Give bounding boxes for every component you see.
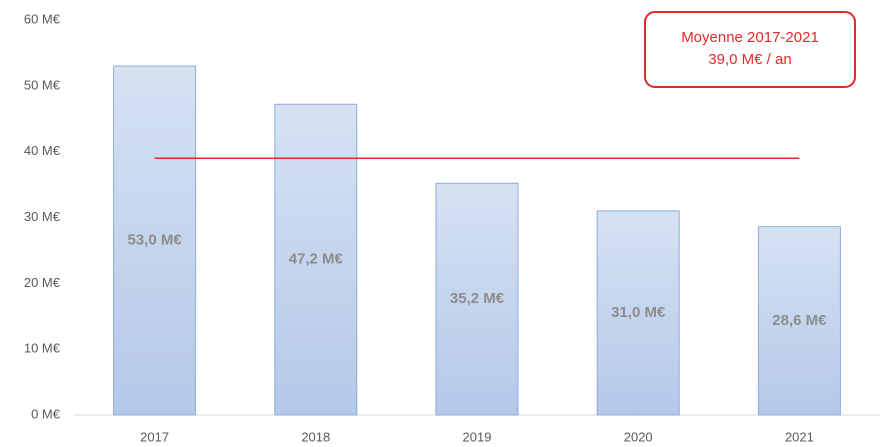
bar (113, 65, 197, 416)
value-label: 31,0 M€ (611, 304, 666, 321)
value-label: 47,2 M€ (289, 251, 344, 268)
y-tick-label: 60 M€ (24, 11, 61, 26)
bar (435, 182, 519, 416)
bar (596, 210, 680, 416)
annotation-text: 39,0 M€ / an (708, 51, 791, 68)
annotation-text: Moyenne 2017-2021 (681, 29, 819, 46)
value-label: 28,6 M€ (772, 312, 827, 329)
value-label: 35,2 M€ (450, 290, 505, 307)
y-tick-label: 20 M€ (24, 275, 61, 290)
y-tick-label: 30 M€ (24, 209, 61, 224)
value-label: 53,0 M€ (127, 232, 182, 249)
y-tick-label: 10 M€ (24, 341, 61, 356)
x-tick-label: 2019 (463, 429, 492, 444)
bar (757, 226, 841, 416)
y-tick-label: 0 M€ (31, 406, 61, 421)
bar (274, 103, 358, 416)
y-tick-label: 40 M€ (24, 143, 61, 158)
annotation-box (644, 11, 856, 88)
x-tick-label: 2017 (140, 429, 169, 444)
x-tick-label: 2020 (624, 429, 653, 444)
x-tick-label: 2021 (785, 429, 814, 444)
x-tick-label: 2018 (301, 429, 330, 444)
y-tick-label: 50 M€ (24, 77, 61, 92)
